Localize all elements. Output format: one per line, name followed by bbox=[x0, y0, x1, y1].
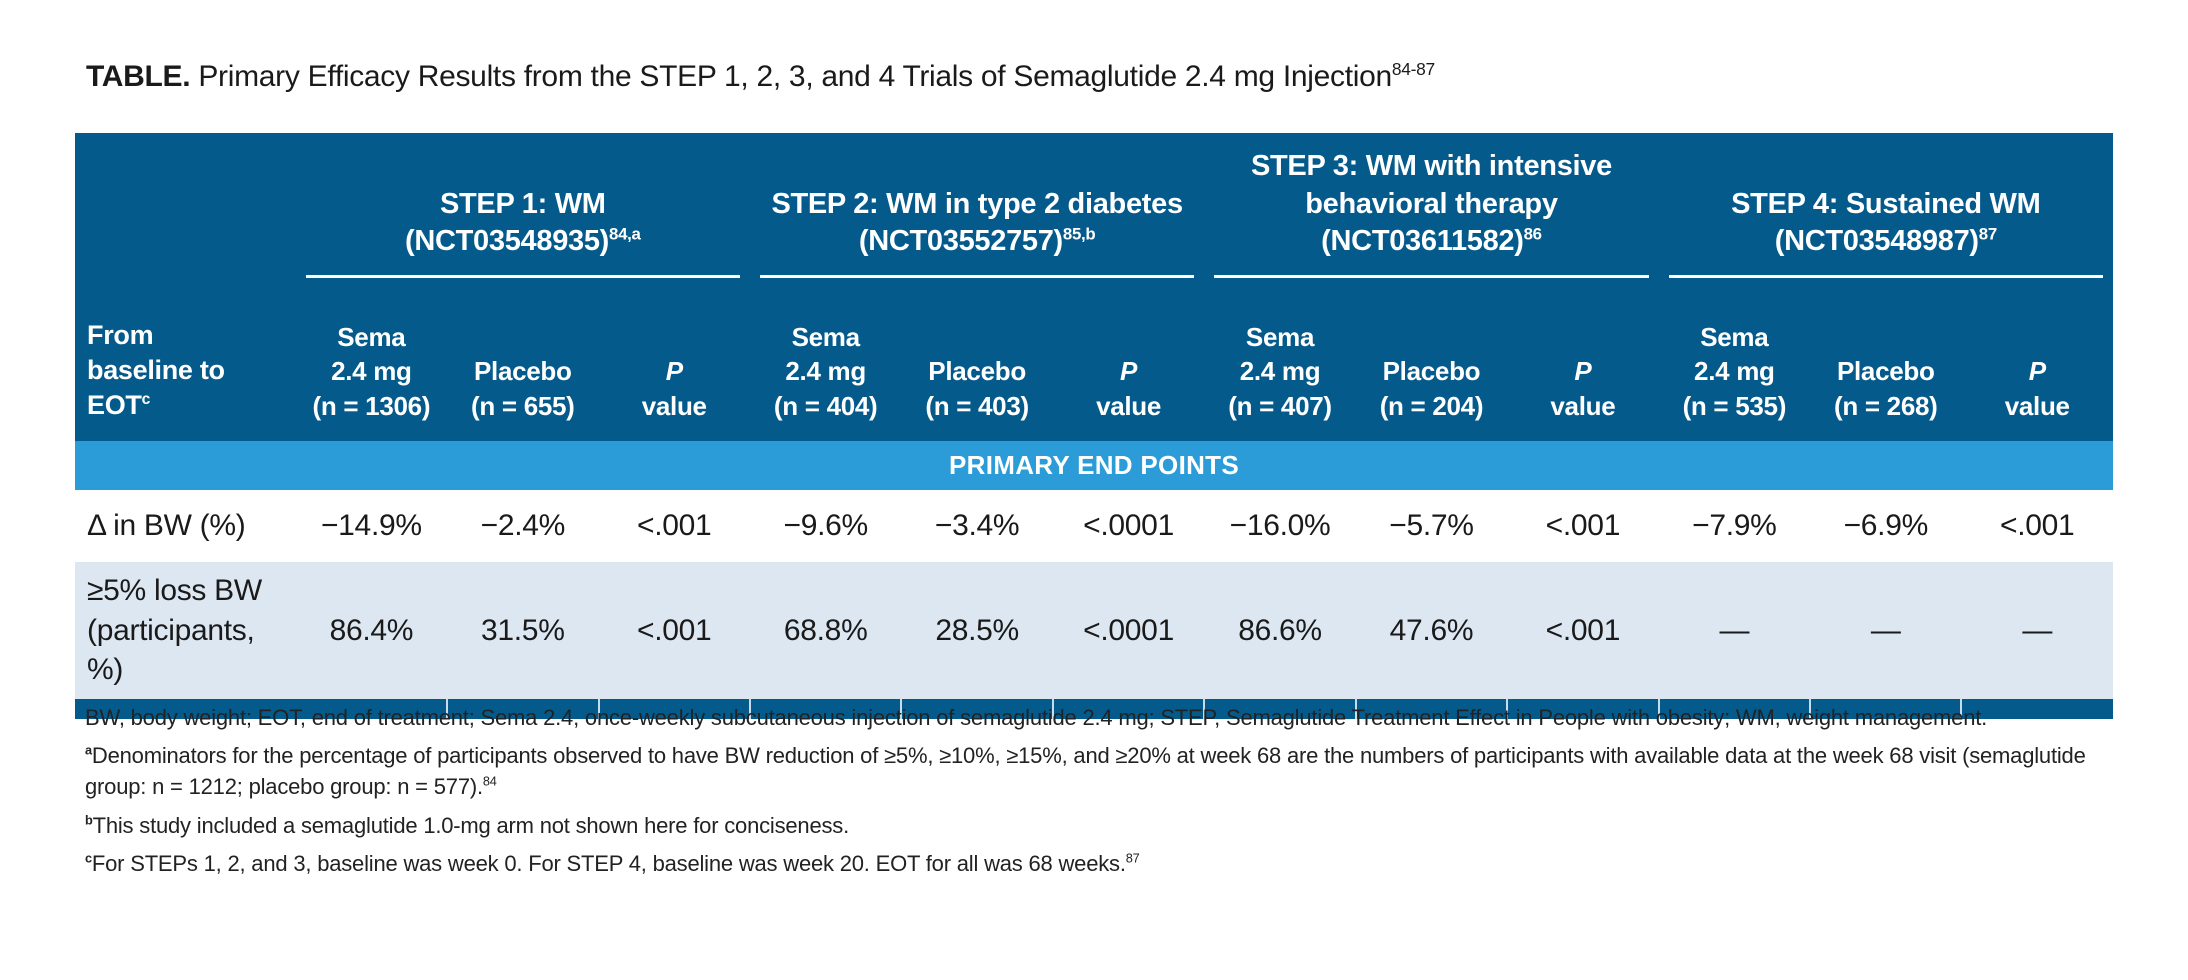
table-cell: — bbox=[1961, 562, 2113, 699]
table-cell: 47.6% bbox=[1355, 562, 1508, 699]
section-band: PRIMARY END POINTS bbox=[75, 441, 2113, 490]
table-cell: −14.9% bbox=[295, 490, 448, 562]
table-bottom-bar bbox=[75, 699, 2113, 719]
group-title: STEP 2: WM in type 2 diabetes (NCT035527… bbox=[771, 187, 1183, 258]
footnote-a: aDenominators for the percentage of part… bbox=[85, 742, 2086, 800]
table-cell: 31.5% bbox=[447, 562, 599, 699]
stub-header-footmark: c bbox=[141, 390, 151, 408]
group-reference: 85,b bbox=[1062, 224, 1096, 244]
section-band-row: PRIMARY END POINTS bbox=[75, 441, 2113, 490]
col-header-step3-placebo: Placebo (n = 204) bbox=[1355, 278, 1508, 441]
col-header-step3-sema: Sema 2.4 mg (n = 407) bbox=[1204, 278, 1356, 441]
group-reference: 86 bbox=[1523, 224, 1542, 244]
table-cell: −7.9% bbox=[1658, 490, 1811, 562]
table-cell: — bbox=[1658, 562, 1811, 699]
table-cell: <.001 bbox=[1961, 490, 2113, 562]
group-reference: 84,a bbox=[609, 224, 641, 244]
table-row-5pct-loss: ≥5% loss BW (participants, %) 86.4% 31.5… bbox=[75, 562, 2113, 699]
table-cell: 28.5% bbox=[901, 562, 1053, 699]
table-cell: <.001 bbox=[1507, 562, 1659, 699]
results-table-wrapper: From baseline to EOTc STEP 1: WM (NCT035… bbox=[75, 133, 2113, 719]
col-header-step2-sema: Sema 2.4 mg (n = 404) bbox=[749, 278, 902, 441]
footnote-abbreviations: BW, body weight; EOT, end of treatment; … bbox=[85, 705, 1988, 730]
group-title: STEP 3: WM with intensive behavioral the… bbox=[1250, 149, 1612, 258]
table-cell: −2.4% bbox=[447, 490, 599, 562]
table-cell: <.001 bbox=[598, 562, 750, 699]
stub-header: From baseline to EOTc bbox=[75, 133, 296, 441]
table-cell: −5.7% bbox=[1355, 490, 1508, 562]
table-cell: 86.4% bbox=[295, 562, 448, 699]
col-header-step4-sema: Sema 2.4 mg (n = 535) bbox=[1658, 278, 1811, 441]
table-cell: <.001 bbox=[1507, 490, 1659, 562]
table-cell: −6.9% bbox=[1810, 490, 1962, 562]
group-header-step1: STEP 1: WM (NCT03548935)84,a bbox=[295, 133, 750, 278]
group-header-step2: STEP 2: WM in type 2 diabetes (NCT035527… bbox=[749, 133, 1205, 278]
col-header-step4-placebo: Placebo (n = 268) bbox=[1810, 278, 1962, 441]
footnote-b: bThis study included a semaglutide 1.0-m… bbox=[85, 812, 850, 838]
group-reference: 87 bbox=[1978, 224, 1997, 244]
table-row-bw-change: Δ in BW (%) −14.9% −2.4% <.001 −9.6% −3.… bbox=[75, 490, 2113, 562]
group-title: STEP 4: Sustained WM (NCT03548987) bbox=[1731, 187, 2041, 258]
table-cell: 68.8% bbox=[749, 562, 902, 699]
table-cell: <.001 bbox=[598, 490, 750, 562]
stub-header-text: From baseline to EOT bbox=[87, 319, 225, 420]
row-label: ≥5% loss BW (participants, %) bbox=[75, 562, 296, 699]
group-header-row: From baseline to EOTc STEP 1: WM (NCT035… bbox=[75, 133, 2113, 441]
col-header-step2-placebo: Placebo (n = 403) bbox=[901, 278, 1053, 441]
results-table: From baseline to EOTc STEP 1: WM (NCT035… bbox=[75, 133, 2113, 719]
table-cell: — bbox=[1810, 562, 1962, 699]
table-title-reference: 84-87 bbox=[1391, 59, 1435, 79]
footnotes: BW, body weight; EOT, end of treatment; … bbox=[85, 702, 2115, 886]
col-header-step1-placebo: Placebo (n = 655) bbox=[447, 278, 599, 441]
table-cell: 86.6% bbox=[1204, 562, 1356, 699]
footnote-c: cFor STEPs 1, 2, and 3, baseline was wee… bbox=[85, 850, 1140, 876]
table-cell: <.0001 bbox=[1052, 490, 1205, 562]
group-title: STEP 1: WM (NCT03548935) bbox=[405, 187, 610, 258]
table-cell: −3.4% bbox=[901, 490, 1053, 562]
col-header-step1-sema: Sema 2.4 mg (n = 1306) bbox=[295, 278, 448, 441]
table-title: TABLE. Primary Efficacy Results from the… bbox=[86, 60, 1435, 94]
table-title-label: TABLE. bbox=[86, 60, 191, 93]
table-cell: −16.0% bbox=[1204, 490, 1356, 562]
group-header-step3: STEP 3: WM with intensive behavioral the… bbox=[1204, 133, 1659, 278]
table-cell: −9.6% bbox=[749, 490, 902, 562]
table-title-text: Primary Efficacy Results from the STEP 1… bbox=[190, 60, 1392, 93]
row-label: Δ in BW (%) bbox=[75, 490, 296, 562]
group-header-step4: STEP 4: Sustained WM (NCT03548987)87 bbox=[1658, 133, 2113, 278]
table-cell: <.0001 bbox=[1052, 562, 1205, 699]
